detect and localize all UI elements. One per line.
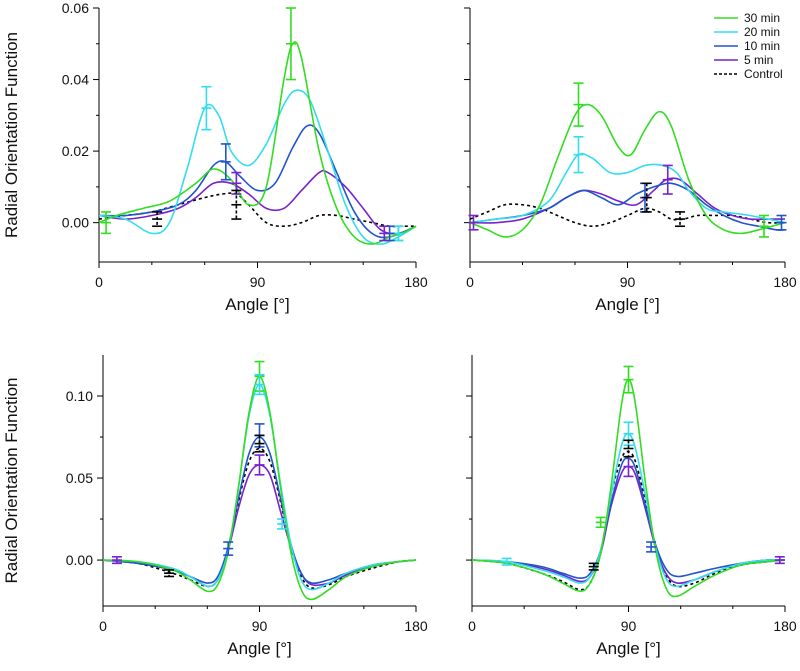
series-line-control [469, 203, 786, 228]
error-bar [379, 225, 390, 242]
panels: 0 90 180 0.00 0.02 0.04 0.06 Angle [°] Radial Or… [2, 0, 797, 658]
error-bar [254, 454, 265, 476]
error-bar [254, 373, 265, 396]
error-bar [393, 225, 404, 242]
error-bar [152, 211, 163, 228]
legend-label: 20 min [744, 25, 780, 39]
error-bar [623, 365, 634, 394]
error-bar [595, 516, 606, 529]
error-bar [776, 214, 787, 231]
error-bar [277, 518, 288, 530]
error-bar [573, 82, 584, 127]
y-tick-label: 0.05 [66, 470, 93, 486]
x-tick-label: 180 [404, 274, 428, 290]
error-bar [111, 555, 122, 565]
series-line-10-min [471, 457, 786, 579]
error-bar [641, 182, 652, 213]
series-line-20-min [471, 432, 786, 588]
error-bar [285, 7, 296, 81]
legend-label: 5 min [744, 53, 773, 67]
series-line-10-min [98, 124, 417, 239]
error-bar [231, 189, 242, 220]
y-axis-title: Radial Orientation Function [2, 32, 21, 238]
error-bar [774, 555, 785, 565]
x-tick-label: 0 [468, 618, 476, 634]
x-axis-title: Angle [°] [225, 295, 289, 314]
error-bar [220, 143, 231, 181]
x-tick-label: 0 [95, 274, 103, 290]
legend-entry: 5 min [714, 53, 773, 67]
x-tick-label: 90 [252, 618, 268, 634]
legend-entry: 20 min [714, 25, 780, 39]
error-bar [223, 541, 234, 556]
error-bar [468, 214, 479, 231]
error-bar [675, 211, 685, 228]
series-line-control [471, 450, 786, 591]
series-line-30-min [102, 375, 417, 601]
error-bar [662, 164, 673, 195]
panel-top-left: 0 90 180 0.00 0.02 0.04 0.06 Angle [°] Radial Or… [2, 0, 428, 314]
series-line-30-min [471, 378, 786, 598]
x-tick-label: 90 [250, 274, 266, 290]
x-tick-label: 0 [99, 618, 107, 634]
series-line-30-min [469, 103, 786, 238]
x-axis-title: Angle [°] [227, 639, 291, 658]
y-tick-label: 0.00 [66, 552, 93, 568]
error-bar [646, 541, 657, 553]
legend-label: Control [744, 67, 783, 81]
y-tick-label: 0.10 [66, 388, 93, 404]
y-tick-label: 0.06 [62, 0, 89, 16]
series-line-20-min [98, 89, 417, 245]
legend-entry: 30 min [714, 11, 780, 25]
x-tick-label: 90 [620, 274, 636, 290]
legend-entry: Control [714, 67, 783, 81]
x-tick-label: 180 [404, 618, 428, 634]
x-axis-title: Angle [°] [595, 295, 659, 314]
error-bar [164, 569, 175, 578]
error-bar [501, 557, 512, 566]
x-axis-title: Angle [°] [596, 639, 660, 658]
error-bar [254, 434, 265, 453]
panel-top-right: 0 90 180 Angle [°] [464, 7, 797, 314]
series-line-30-min [98, 41, 417, 245]
x-tick-label: 0 [466, 274, 474, 290]
x-tick-label: 180 [773, 618, 797, 634]
x-tick-label: 180 [773, 274, 797, 290]
series-line-5-min [98, 169, 417, 235]
error-bar [588, 562, 599, 571]
error-bar [759, 214, 769, 238]
y-tick-label: 0.02 [62, 143, 89, 159]
legend-label: 30 min [744, 11, 780, 25]
y-axis-title: Radial Orientation Function [2, 377, 21, 583]
panel-bottom-right: 0 90 180 Angle [°] [466, 355, 797, 658]
series-line-10-min [469, 182, 786, 231]
panel-bottom-left: 0 90 180 0.00 0.05 0.10 Angle [°] Radial Orient… [2, 355, 428, 658]
legend-label: 10 min [744, 39, 780, 53]
error-bar [573, 135, 584, 174]
series-line-control [98, 192, 416, 228]
series-line-20-min [102, 383, 417, 591]
error-bar [201, 85, 212, 131]
y-tick-label: 0.04 [62, 72, 89, 88]
x-tick-label: 90 [621, 618, 637, 634]
legend-entry: 10 min [714, 39, 780, 53]
error-bar [623, 439, 634, 458]
error-bar [101, 211, 112, 235]
series-line-20-min [469, 153, 786, 224]
y-tick-label: 0.00 [62, 215, 89, 231]
